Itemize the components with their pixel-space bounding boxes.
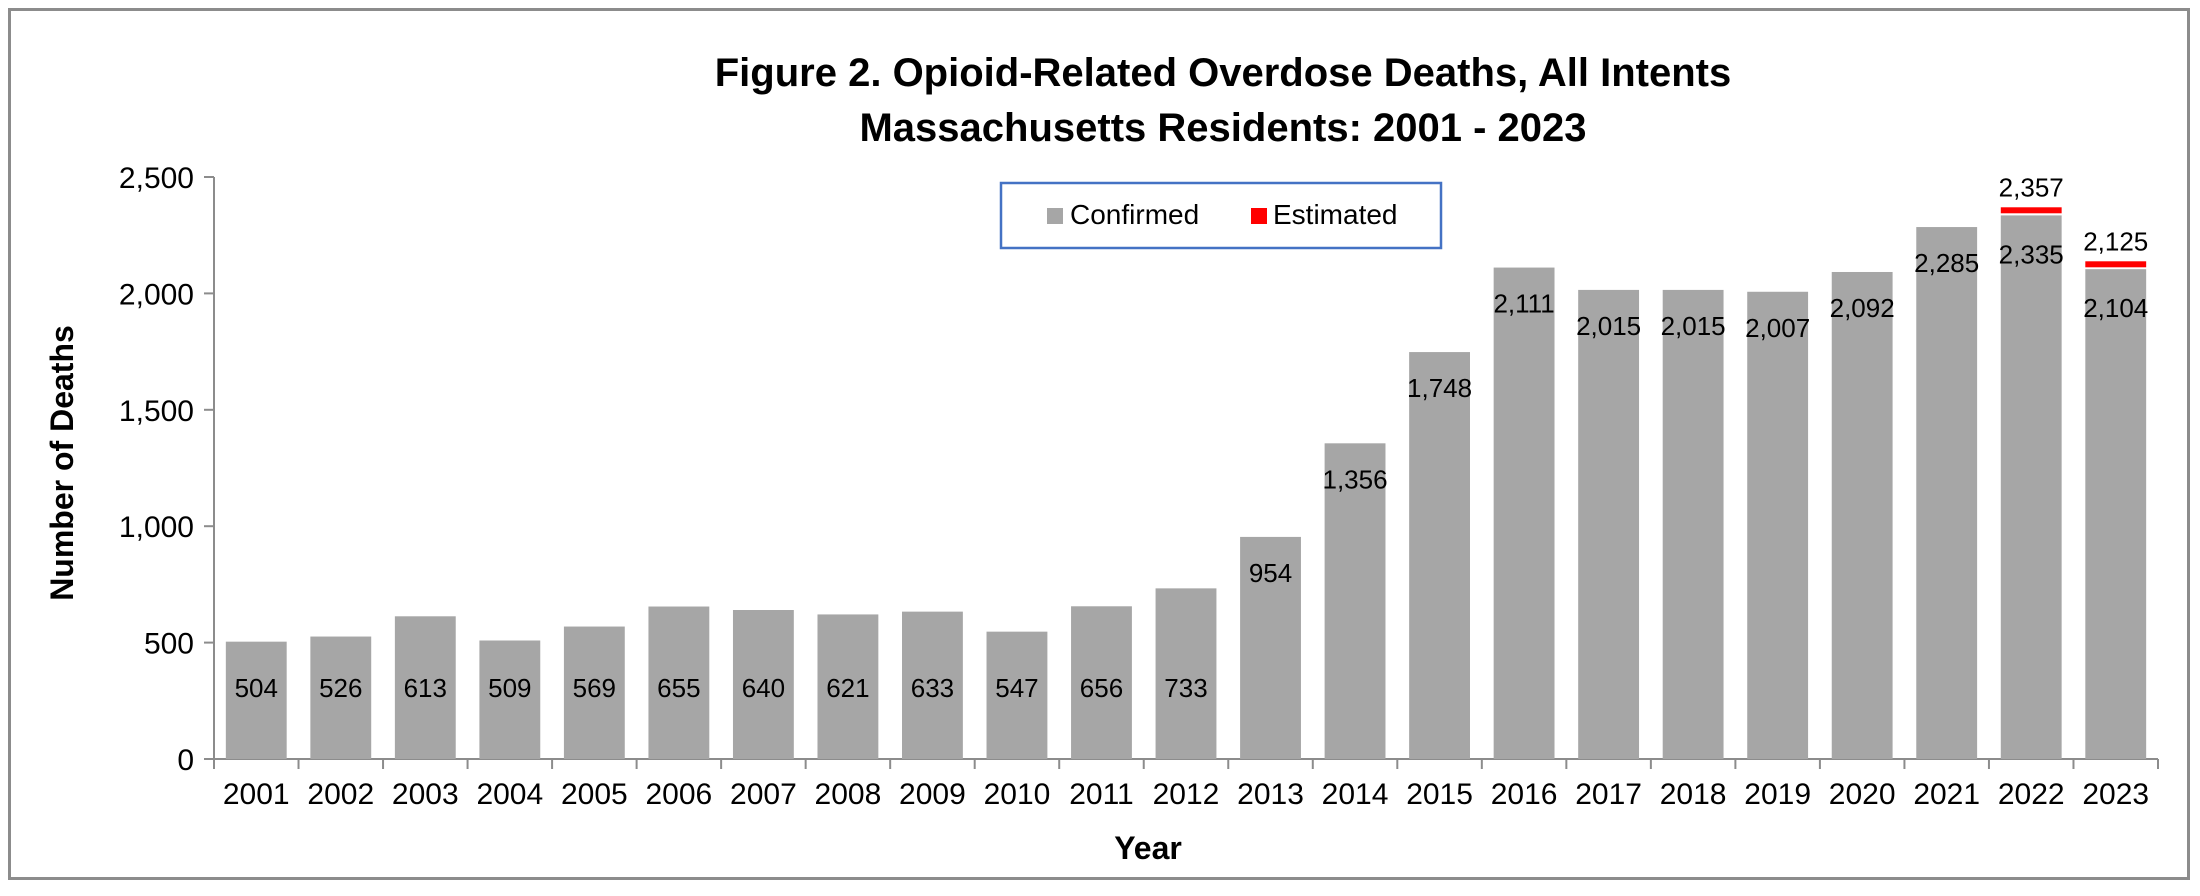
legend-swatch-confirmed [1047,208,1063,224]
x-tick-label: 2016 [1491,778,1558,811]
chart: Figure 2. Opioid-Related Overdose Deaths… [44,51,2159,866]
bar-confirmed-2006 [648,606,710,759]
x-tick-label: 2012 [1153,778,1220,811]
bar-confirmed-2012 [1155,588,1217,759]
data-label-confirmed-2012: 733 [1164,673,1207,703]
bar-estimated-2022 [2000,207,2062,214]
x-tick-label: 2021 [1913,778,1980,811]
x-tick-label: 2010 [984,778,1051,811]
bar-confirmed-2021 [1916,227,1978,759]
data-label-confirmed-2009: 633 [911,673,954,703]
x-tick-label: 2001 [223,778,290,811]
chart-subtitle: Massachusetts Residents: 2001 - 2023 [859,106,1586,150]
y-tick-label: 2,500 [119,162,194,195]
bar-confirmed-2013 [1240,536,1301,759]
bar-confirmed-2014 [1324,443,1386,759]
data-label-confirmed-2023: 2,104 [2083,293,2148,323]
data-label-confirmed-2007: 640 [742,673,785,703]
data-label-confirmed-2021: 2,285 [1914,248,1979,278]
y-tick-label: 500 [144,628,194,661]
legend-box [999,181,1443,250]
y-tick-label: 1,000 [119,511,194,544]
x-tick-label: 2006 [645,778,712,811]
y-axis-title: Number of Deaths [44,325,80,601]
x-tick-label: 2017 [1575,778,1642,811]
data-label-confirmed-2002: 526 [319,673,362,703]
bar-confirmed-2017 [1578,289,1640,759]
x-tick-label: 2014 [1322,778,1389,811]
x-tick-label: 2020 [1829,778,1896,811]
bar-confirmed-2007 [732,610,794,759]
bar-confirmed-2019 [1747,291,1809,759]
bar-confirmed-2011 [1071,606,1132,759]
data-label-confirmed-2019: 2,007 [1745,313,1810,343]
data-label-confirmed-2013: 954 [1249,558,1292,588]
legend-swatch-estimated [1251,208,1267,224]
chart-title: Figure 2. Opioid-Related Overdose Deaths… [715,51,1731,95]
data-label-confirmed-2020: 2,092 [1830,293,1895,323]
x-tick-label: 2002 [307,778,374,811]
x-tick-label: 2019 [1744,778,1811,811]
bar-confirmed-2020 [1831,271,1893,759]
y-tick-label: 2,000 [119,278,194,311]
bar-confirmed-2001 [225,641,287,759]
data-label-confirmed-2022: 2,335 [1999,239,2064,269]
x-tick-label: 2008 [815,778,882,811]
bar-confirmed-2010 [986,631,1048,759]
x-tick-label: 2007 [730,778,797,811]
data-label-confirmed-2010: 547 [995,673,1038,703]
x-tick-label: 2022 [1998,778,2065,811]
legend: Confirmed Estimated [999,181,1443,250]
x-tick-label: 2023 [2082,778,2149,811]
data-label-confirmed-2005: 569 [573,673,616,703]
x-ticks: 2001 2002 2003 2004 2005 2006 2007 2008 2009 2010… [213,759,2159,811]
y-ticks: 0 500 1,000 1,500 2,000 2,500 [119,162,214,777]
bar-confirmed-2003 [394,616,456,759]
data-label-confirmed-2003: 613 [404,673,447,703]
x-tick-label: 2011 [1069,778,1134,811]
bars [225,207,2147,760]
legend-label-confirmed: Confirmed [1070,199,1199,230]
data-label-estimated-2022: 2,357 [1999,172,2064,202]
data-label-confirmed-2006: 655 [657,673,700,703]
bar-confirmed-2016 [1493,267,1555,759]
y-tick-label: 0 [177,744,194,777]
data-label-confirmed-2008: 621 [826,673,869,703]
bar-confirmed-2005 [563,626,625,759]
bar-confirmed-2018 [1662,289,1724,759]
bar-confirmed-2023 [2085,269,2147,759]
data-label-confirmed-2001: 504 [235,673,278,703]
x-tick-label: 2004 [476,778,543,811]
data-label-confirmed-2014: 1,356 [1323,464,1388,494]
bar-confirmed-2009 [902,611,963,759]
x-tick-label: 2005 [561,778,628,811]
bar-confirmed-2015 [1409,352,1470,759]
bar-confirmed-2022 [2000,215,2062,760]
data-label-confirmed-2017: 2,015 [1576,311,1641,341]
data-label-confirmed-2004: 509 [488,673,531,703]
bar-estimated-2023 [2085,261,2147,268]
bar-confirmed-2002 [310,636,372,759]
legend-label-estimated: Estimated [1273,199,1398,230]
data-labels: 504 526 613 509 569 655 640 621 633 547 656 733 954 1… [235,172,2149,703]
y-tick-label: 1,500 [119,395,194,428]
x-tick-label: 2003 [392,778,459,811]
data-label-confirmed-2016: 2,111 [1493,289,1554,319]
x-tick-label: 2013 [1237,778,1304,811]
x-tick-label: 2009 [899,778,966,811]
chart-frame: Figure 2. Opioid-Related Overdose Deaths… [8,8,2190,880]
x-axis-title: Year [1114,830,1182,866]
x-tick-label: 2015 [1406,778,1473,811]
bar-confirmed-2008 [817,614,879,759]
data-label-confirmed-2015: 1,748 [1407,373,1472,403]
x-tick-label: 2018 [1660,778,1727,811]
data-label-confirmed-2011: 656 [1080,673,1123,703]
bar-confirmed-2004 [479,640,541,759]
data-label-confirmed-2018: 2,015 [1661,311,1726,341]
data-label-estimated-2023: 2,125 [2083,226,2148,256]
